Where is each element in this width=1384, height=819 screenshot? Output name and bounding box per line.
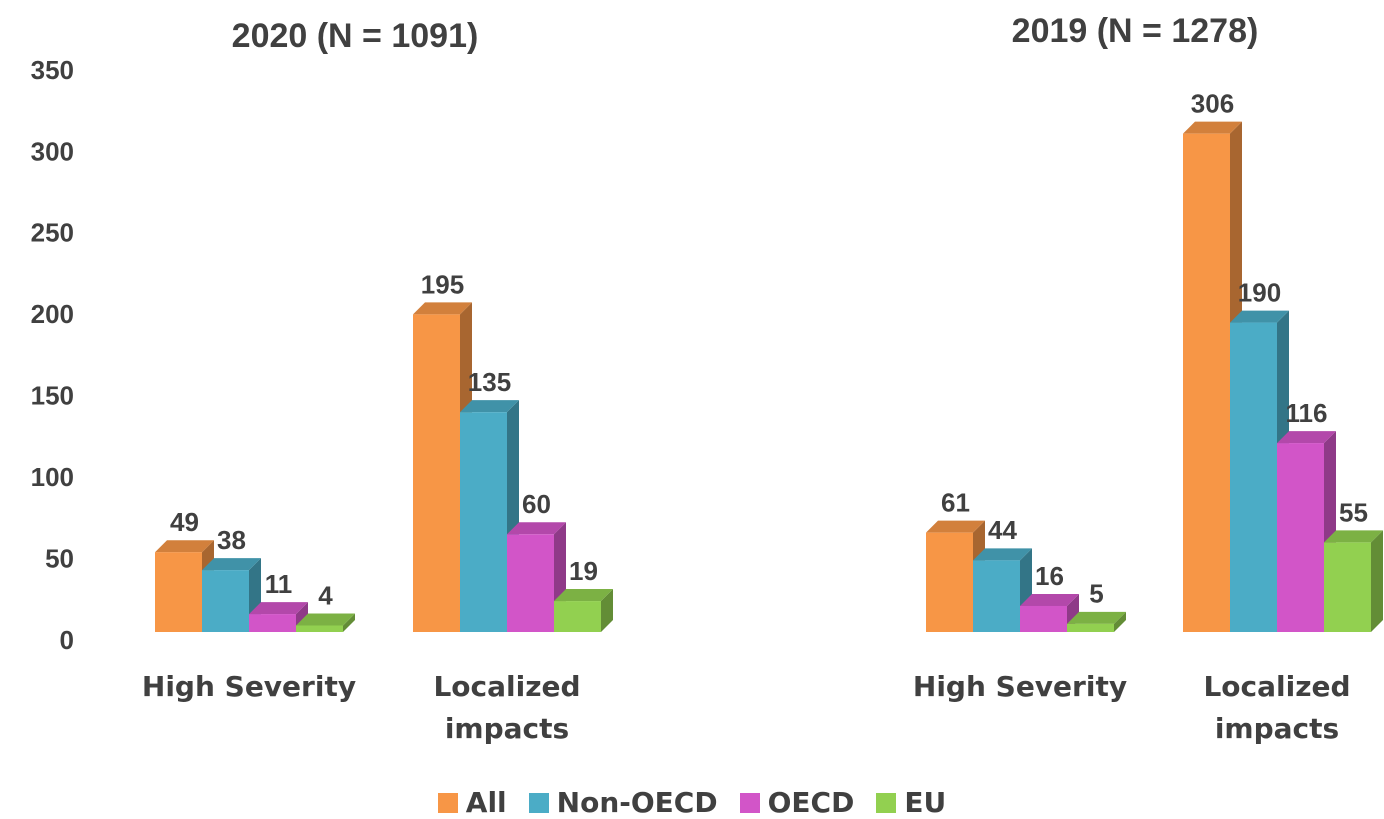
bar-top — [460, 400, 519, 413]
data-label: 116 — [1286, 398, 1328, 428]
legend-swatch — [437, 792, 458, 813]
legend-label: OECD — [767, 786, 855, 819]
x-tick-label: High Severity — [141, 670, 357, 703]
bar-top — [973, 548, 1032, 561]
data-label: 306 — [1191, 89, 1234, 119]
bar — [1067, 611, 1126, 632]
legend-label: Non-OECD — [556, 786, 718, 819]
bar-front — [1324, 542, 1371, 632]
bar-front — [973, 560, 1020, 632]
bar — [460, 400, 519, 632]
bar-front — [413, 314, 460, 632]
data-label: 44 — [988, 515, 1017, 545]
data-label: 190 — [1238, 277, 1281, 307]
bar — [554, 589, 613, 632]
bar-front — [507, 534, 554, 632]
legend-item: EU — [876, 786, 946, 819]
panel-title: 2020 (N = 1091) — [232, 17, 479, 55]
bar-top — [1277, 431, 1336, 444]
bar-top — [1230, 310, 1289, 323]
data-label: 49 — [170, 507, 199, 537]
x-tick-label: Localized impacts — [1203, 670, 1351, 745]
bar-top — [554, 589, 613, 602]
y-tick-label: 0 — [60, 625, 74, 655]
x-tick-label: High Severity — [912, 670, 1128, 703]
bar — [1020, 593, 1079, 632]
y-tick-label: 100 — [31, 462, 74, 492]
bar-top — [202, 558, 261, 571]
bar-front — [1067, 623, 1114, 632]
bar-side — [601, 589, 613, 632]
data-label: 60 — [522, 489, 551, 519]
legend-swatch — [876, 792, 897, 813]
bar-front — [1277, 443, 1324, 632]
legend-label: All — [465, 786, 507, 819]
bar — [296, 613, 355, 632]
bar-front — [1230, 322, 1277, 632]
data-label: 19 — [569, 556, 598, 586]
bar — [973, 548, 1032, 632]
data-label: 4 — [318, 580, 333, 610]
bar-top — [249, 602, 308, 615]
bar-front — [155, 552, 202, 632]
legend-swatch — [528, 792, 549, 813]
bar-top — [1020, 593, 1079, 606]
bar-top — [507, 522, 566, 535]
y-tick-label: 250 — [31, 218, 74, 248]
data-label: 61 — [941, 488, 970, 518]
legend-label: EU — [904, 786, 947, 819]
bar-front — [460, 412, 507, 632]
bar-top — [155, 540, 214, 553]
bar — [1324, 530, 1383, 632]
bar-top — [1324, 530, 1383, 543]
data-label: 135 — [468, 367, 511, 397]
legend-swatch — [739, 792, 760, 813]
bar-front — [926, 532, 973, 632]
legend: All Non-OECD OECD EU — [0, 786, 1384, 819]
y-tick-label: 200 — [31, 299, 74, 329]
bar-top — [1183, 121, 1242, 134]
bar-top — [296, 613, 355, 626]
y-tick-label: 150 — [31, 381, 74, 411]
bar-top — [926, 520, 985, 533]
bar — [507, 522, 566, 632]
bar-side — [1371, 530, 1383, 632]
legend-item: All — [437, 786, 507, 819]
bar-side — [1114, 611, 1126, 632]
bar-front — [554, 601, 601, 632]
panel-title: 2019 (N = 1278) — [1012, 12, 1259, 50]
bar-top — [1067, 611, 1126, 624]
bar-top — [413, 302, 472, 315]
y-tick-label: 300 — [31, 136, 74, 166]
data-label: 195 — [421, 269, 464, 299]
bar-front — [1020, 605, 1067, 632]
data-label: 55 — [1339, 497, 1368, 527]
data-label: 5 — [1089, 579, 1103, 609]
data-label: 38 — [217, 525, 246, 555]
bar-front — [249, 614, 296, 632]
bar-front — [202, 570, 249, 632]
data-label: 11 — [265, 569, 293, 599]
bar-side — [343, 613, 355, 632]
y-tick-label: 50 — [45, 543, 74, 573]
bar-front — [296, 625, 343, 632]
legend-item: Non-OECD — [528, 786, 718, 819]
y-tick-label: 350 — [31, 55, 74, 85]
data-label: 16 — [1035, 561, 1064, 591]
x-tick-label: Localized impacts — [433, 670, 581, 745]
bar-front — [1183, 133, 1230, 632]
legend-item: OECD — [739, 786, 855, 819]
